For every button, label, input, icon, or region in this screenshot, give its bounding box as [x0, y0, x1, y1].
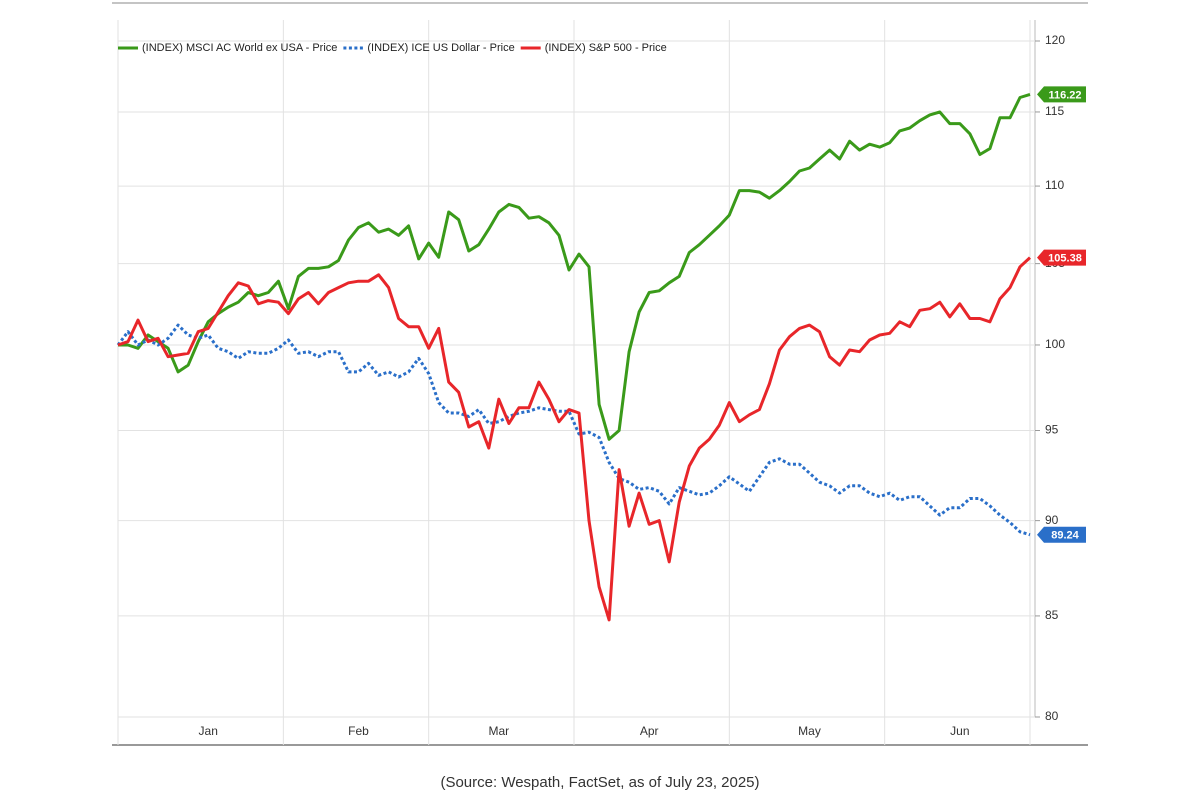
legend-label: (INDEX) S&P 500 - Price	[545, 42, 667, 54]
y-tick-label: 120	[1045, 33, 1065, 47]
series-line	[116, 323, 1031, 537]
end-tag-label: 89.24	[1051, 530, 1079, 542]
y-tick-label: 95	[1045, 423, 1059, 437]
legend-label: (INDEX) MSCI AC World ex USA - Price	[142, 42, 337, 54]
end-tag	[1037, 86, 1086, 103]
y-tick-label: 110	[1045, 178, 1064, 192]
end-tag	[1037, 526, 1086, 543]
x-tick-label: Apr	[640, 724, 659, 738]
x-tick-label: Mar	[488, 724, 509, 738]
series-line	[117, 256, 1032, 622]
source-note: (Source: Wespath, FactSet, as of July 23…	[440, 774, 759, 791]
end-tag	[1037, 249, 1086, 266]
y-tick-label: 90	[1045, 513, 1059, 527]
y-tick-label: 85	[1045, 608, 1059, 622]
legend-label: (INDEX) ICE US Dollar - Price	[367, 42, 514, 54]
y-tick-label: 100	[1045, 337, 1065, 351]
x-tick-label: May	[798, 724, 821, 738]
x-tick-label: Jun	[950, 724, 969, 738]
x-tick-label: Jan	[199, 724, 218, 738]
x-tick-label: Feb	[348, 724, 369, 738]
y-tick-label: 115	[1045, 104, 1064, 118]
end-tag-label: 105.38	[1048, 253, 1082, 265]
y-tick-label: 80	[1045, 709, 1059, 723]
grid	[117, 20, 1035, 745]
series-line	[118, 92, 1031, 441]
end-tag-label: 116.22	[1048, 89, 1081, 101]
